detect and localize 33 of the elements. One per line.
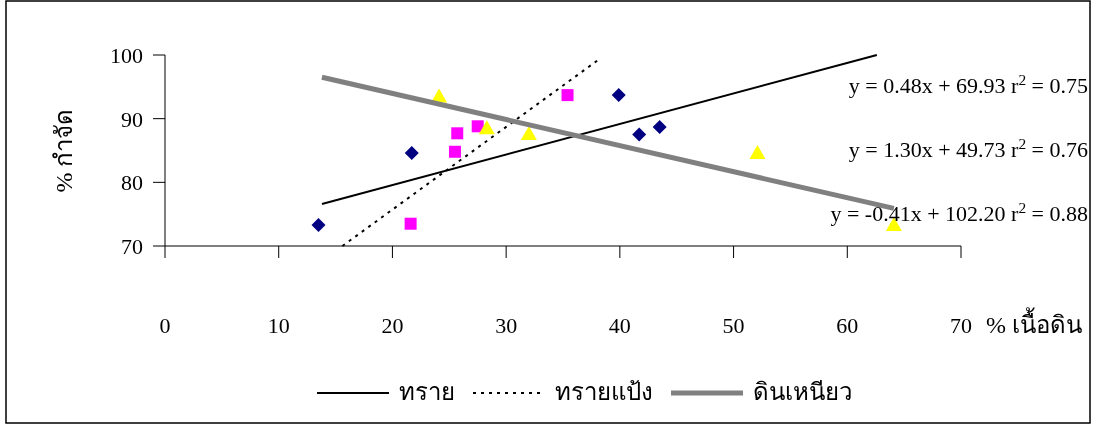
y-tick-label: 90 [121, 106, 143, 132]
point [471, 120, 484, 133]
x-tick-label: 0 [159, 313, 171, 338]
legend-label: ดินเหนียว [753, 379, 852, 405]
y-axis-title: % กำจัด [51, 108, 77, 193]
x-tick-label: 30 [495, 313, 518, 338]
y-tick-label: 70 [121, 234, 143, 259]
point [561, 89, 574, 102]
x-tick-label: 70 [950, 313, 972, 338]
x-tick-label: 60 [836, 313, 859, 338]
y-tick-label: 100 [110, 43, 143, 68]
point [404, 146, 419, 161]
annotation: y = 1.30x + 49.73 r$^{2}$ = 0.76 [848, 134, 1088, 162]
legend-label: ทราย [399, 379, 455, 405]
y-tick-label: 80 [121, 170, 143, 196]
annotation: y = -0.41x + 102.20 r$^{2}$ = 0.88 [830, 198, 1088, 226]
x-tick-label: 20 [381, 313, 404, 338]
point [652, 119, 667, 134]
point [520, 125, 537, 140]
point [451, 127, 464, 140]
x-tick-label: 50 [722, 313, 745, 338]
annotation: y = 0.48x + 69.93 r$^{2}$ = 0.75 [848, 70, 1088, 98]
point [404, 217, 417, 230]
legend-label: ทรายแป้ง [555, 379, 653, 405]
point [478, 120, 495, 135]
point [611, 88, 626, 103]
point [448, 145, 461, 158]
point [749, 145, 766, 160]
x-axis-title: % เนื้อดิน [986, 307, 1082, 338]
point [632, 127, 647, 142]
x-tick-label: 10 [267, 313, 290, 338]
point [311, 217, 326, 232]
x-tick-label: 40 [608, 313, 631, 338]
